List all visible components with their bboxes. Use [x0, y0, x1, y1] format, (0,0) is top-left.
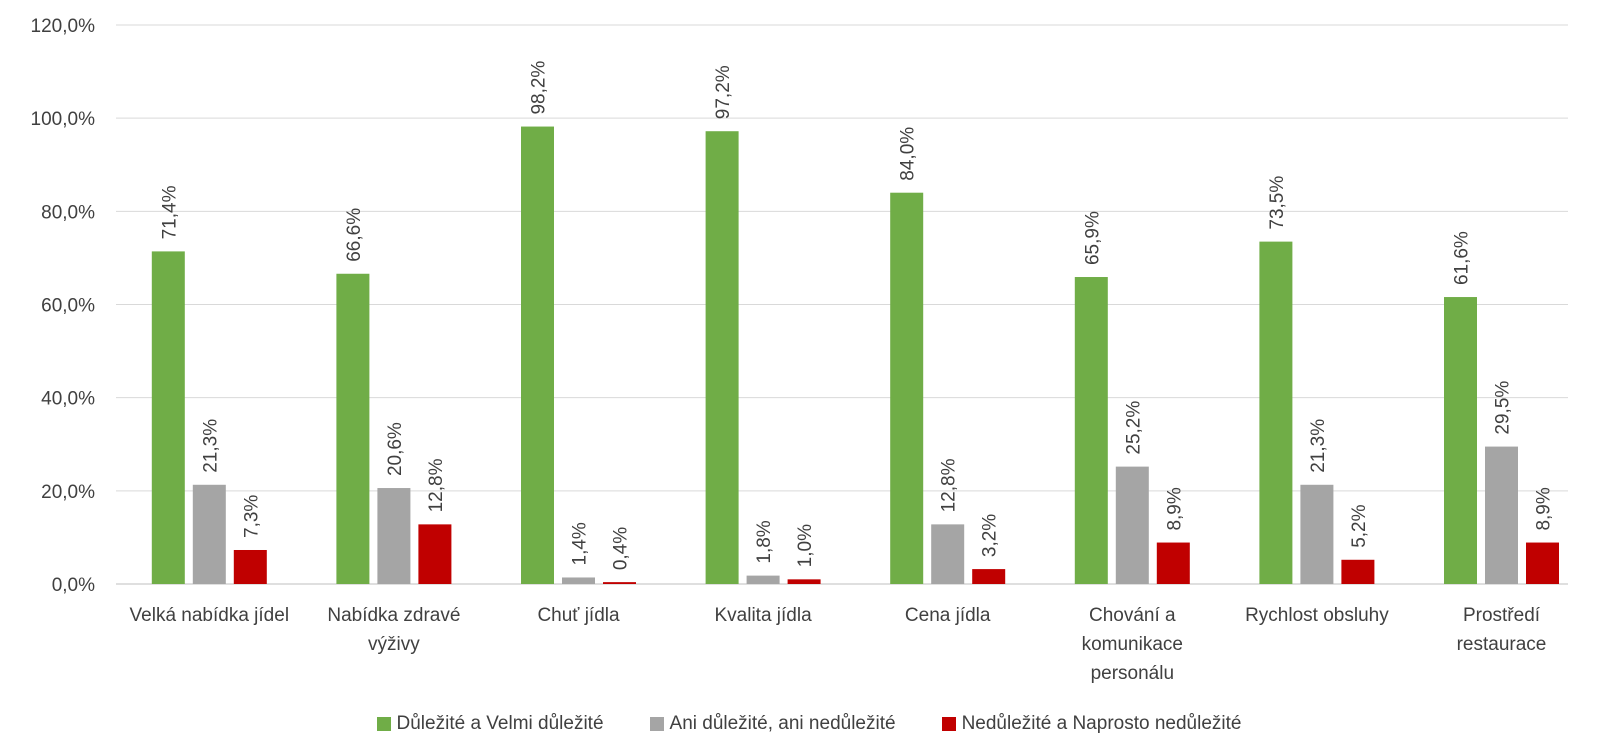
data-label: 7,3%	[241, 495, 262, 538]
data-label: 1,4%	[570, 522, 591, 565]
data-label: 5,2%	[1349, 504, 1370, 547]
bar	[1341, 559, 1375, 584]
legend-item: Nedůležité a Naprosto nedůležité	[941, 713, 1242, 735]
data-label: 65,9%	[1082, 211, 1103, 265]
bar	[931, 524, 965, 584]
legend-label: Důležité a Velmi důležité	[396, 713, 604, 734]
gridlines	[116, 24, 1568, 585]
bar	[787, 579, 821, 584]
bar	[1444, 297, 1477, 584]
data-label: 73,5%	[1267, 176, 1288, 230]
x-category-label: Velká nabídka jídel	[130, 605, 290, 626]
bar	[705, 131, 739, 584]
data-label: 12,8%	[426, 458, 447, 512]
data-label: 25,2%	[1123, 401, 1144, 455]
y-tick-label: 120,0%	[31, 16, 96, 37]
legend-swatch	[376, 717, 391, 731]
y-tick-label: 100,0%	[31, 109, 96, 130]
bar	[521, 126, 554, 584]
bar	[1259, 241, 1293, 585]
bar	[1526, 542, 1559, 584]
data-label: 21,3%	[200, 419, 221, 473]
y-tick-label: 80,0%	[41, 202, 95, 223]
legend: Důležité a Velmi důležité Ani důležité, …	[0, 708, 1618, 740]
data-label: 71,4%	[159, 185, 180, 239]
bar	[1300, 484, 1334, 584]
bar	[1074, 277, 1108, 584]
x-category-label: Chování a komunikace personálu	[1082, 605, 1183, 684]
bar	[562, 577, 595, 584]
x-category-label: Prostředí restaurace	[1457, 605, 1547, 655]
x-category-label: Kvalita jídla	[715, 605, 813, 626]
y-tick-label: 0,0%	[52, 575, 95, 596]
bar	[418, 524, 452, 584]
data-label: 61,6%	[1452, 231, 1473, 285]
legend-label: Ani důležité, ani nedůležité	[669, 713, 896, 734]
data-label: 8,9%	[1164, 487, 1185, 530]
bar	[1156, 542, 1190, 584]
y-tick-label: 40,0%	[41, 389, 95, 410]
bars	[151, 126, 1559, 585]
data-label: 8,9%	[1534, 487, 1555, 530]
x-category-label: Nabídka zdravé výživy	[327, 605, 460, 655]
legend-swatch	[649, 717, 664, 731]
bar	[1115, 466, 1149, 584]
x-category-label: Rychlost obsluhy	[1245, 605, 1389, 626]
data-label: 98,2%	[529, 61, 550, 115]
bar	[377, 488, 411, 584]
data-labels: 71,4% 21,3% 7,3% 66,6% 20,6% 12,8% 98,2% 1,4% 0,…	[159, 61, 1554, 571]
bar	[192, 484, 226, 584]
data-label: 3,2%	[980, 514, 1001, 557]
data-label: 29,5%	[1493, 381, 1514, 435]
bar	[890, 192, 924, 584]
legend-label: Nedůležité a Naprosto nedůležité	[961, 713, 1242, 734]
data-label: 84,0%	[898, 127, 919, 181]
data-label: 97,2%	[713, 65, 734, 119]
data-label: 1,8%	[754, 520, 775, 563]
data-label: 20,6%	[385, 422, 406, 476]
bar	[151, 251, 185, 584]
bar	[746, 575, 780, 584]
x-category-label: Cena jídla	[905, 605, 991, 626]
data-label: 0,4%	[611, 527, 632, 570]
y-tick-label: 20,0%	[41, 482, 95, 503]
bar	[972, 569, 1006, 584]
bar	[1485, 446, 1518, 584]
bar	[336, 273, 370, 584]
legend-swatch	[941, 717, 956, 731]
y-axis-ticks: 0,0% 20,0% 40,0% 60,0% 80,0% 100,0% 120,0%	[31, 16, 96, 596]
data-label: 1,0%	[795, 524, 816, 567]
x-axis-categories: Velká nabídka jídel Nabídka zdravé výživy C…	[130, 605, 1547, 684]
data-label: 66,6%	[344, 208, 365, 262]
bar	[233, 549, 267, 584]
data-label: 21,3%	[1308, 419, 1329, 473]
data-label: 12,8%	[939, 458, 960, 512]
x-category-label: Chuť jídla	[537, 605, 620, 626]
y-tick-label: 60,0%	[41, 296, 95, 317]
legend-item: Ani důležité, ani nedůležité	[649, 713, 896, 735]
bar	[603, 582, 636, 584]
legend-item: Důležité a Velmi důležité	[376, 713, 604, 735]
